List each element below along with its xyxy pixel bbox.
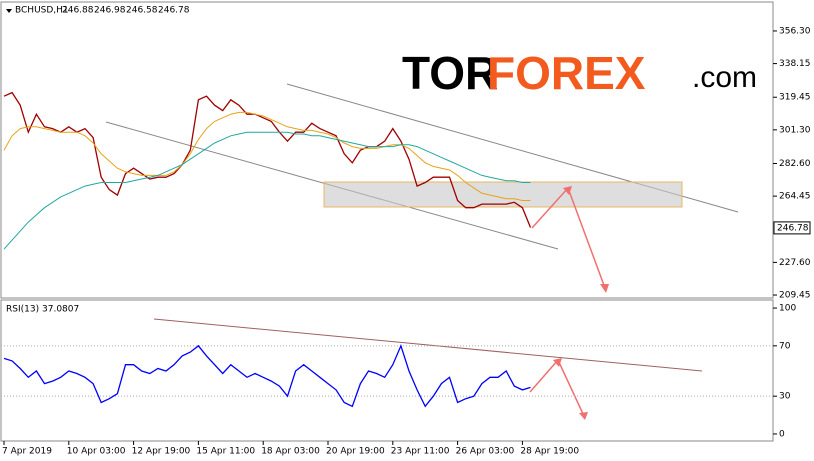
resistance-zone <box>323 181 683 208</box>
rsi-panel <box>0 299 774 442</box>
arrow-head <box>553 358 562 367</box>
x-tick-label: 15 Apr 11:00 <box>196 447 255 457</box>
x-tick-label: 12 Apr 19:00 <box>132 447 191 457</box>
ohlc-value: 246.88 <box>62 6 94 16</box>
arrow-head <box>563 186 572 195</box>
ohlc-value: 246.78 <box>158 6 190 16</box>
rsi-title: RSI(13) <box>6 305 39 315</box>
x-tick-label: 28 Apr 19:00 <box>520 447 579 457</box>
y-tick-label: 227.60 <box>779 258 811 268</box>
y-tick-label: 356.30 <box>779 26 811 36</box>
y-tick-label: 338.15 <box>779 59 811 69</box>
ohlc-value: 246.58 <box>126 6 158 16</box>
ohlc-value: 246.98 <box>94 6 126 16</box>
y-tick-label: 70 <box>779 341 791 351</box>
annotations <box>105 83 739 420</box>
logo-tor: TOR <box>402 47 498 99</box>
y-tick-label: 30 <box>779 392 791 402</box>
x-tick-label: 10 Apr 03:00 <box>67 447 126 457</box>
y-tick-label: 282.60 <box>779 159 811 169</box>
symbol-title: BCHUSD,H1 <box>15 6 69 16</box>
series-line <box>3 111 531 201</box>
series-line <box>3 343 531 408</box>
x-tick-label: 18 Apr 03:00 <box>261 447 320 457</box>
logo-forex: FOREX <box>487 47 646 99</box>
arrow-head <box>600 284 609 293</box>
rsi-value: 37.0807 <box>42 305 79 315</box>
y-tick-label: 301.30 <box>779 125 811 135</box>
price-box <box>773 221 811 235</box>
y-tick-label: 0 <box>779 429 785 439</box>
price-panel <box>0 1 774 299</box>
y-tick-label: 209.45 <box>779 291 811 301</box>
logo-com: .com <box>692 61 757 94</box>
x-tick-label: 7 Apr 2019 <box>2 447 52 457</box>
y-tick-label: 319.45 <box>779 93 811 103</box>
series-line <box>3 91 532 228</box>
rsi-forecast-arrow <box>529 358 585 417</box>
current-price: 246.78 <box>777 223 809 233</box>
rsi-trend-line <box>153 318 703 372</box>
x-tick-label: 23 Apr 11:00 <box>391 447 450 457</box>
y-tick-label: 264.45 <box>779 192 811 202</box>
y-tick-label: 100 <box>779 304 796 314</box>
x-tick-label: 26 Apr 03:00 <box>456 447 515 457</box>
series-line <box>3 131 531 250</box>
menu-arrow <box>6 9 12 13</box>
arrow-head <box>579 412 588 420</box>
x-tick-label: 20 Apr 19:00 <box>326 447 385 457</box>
